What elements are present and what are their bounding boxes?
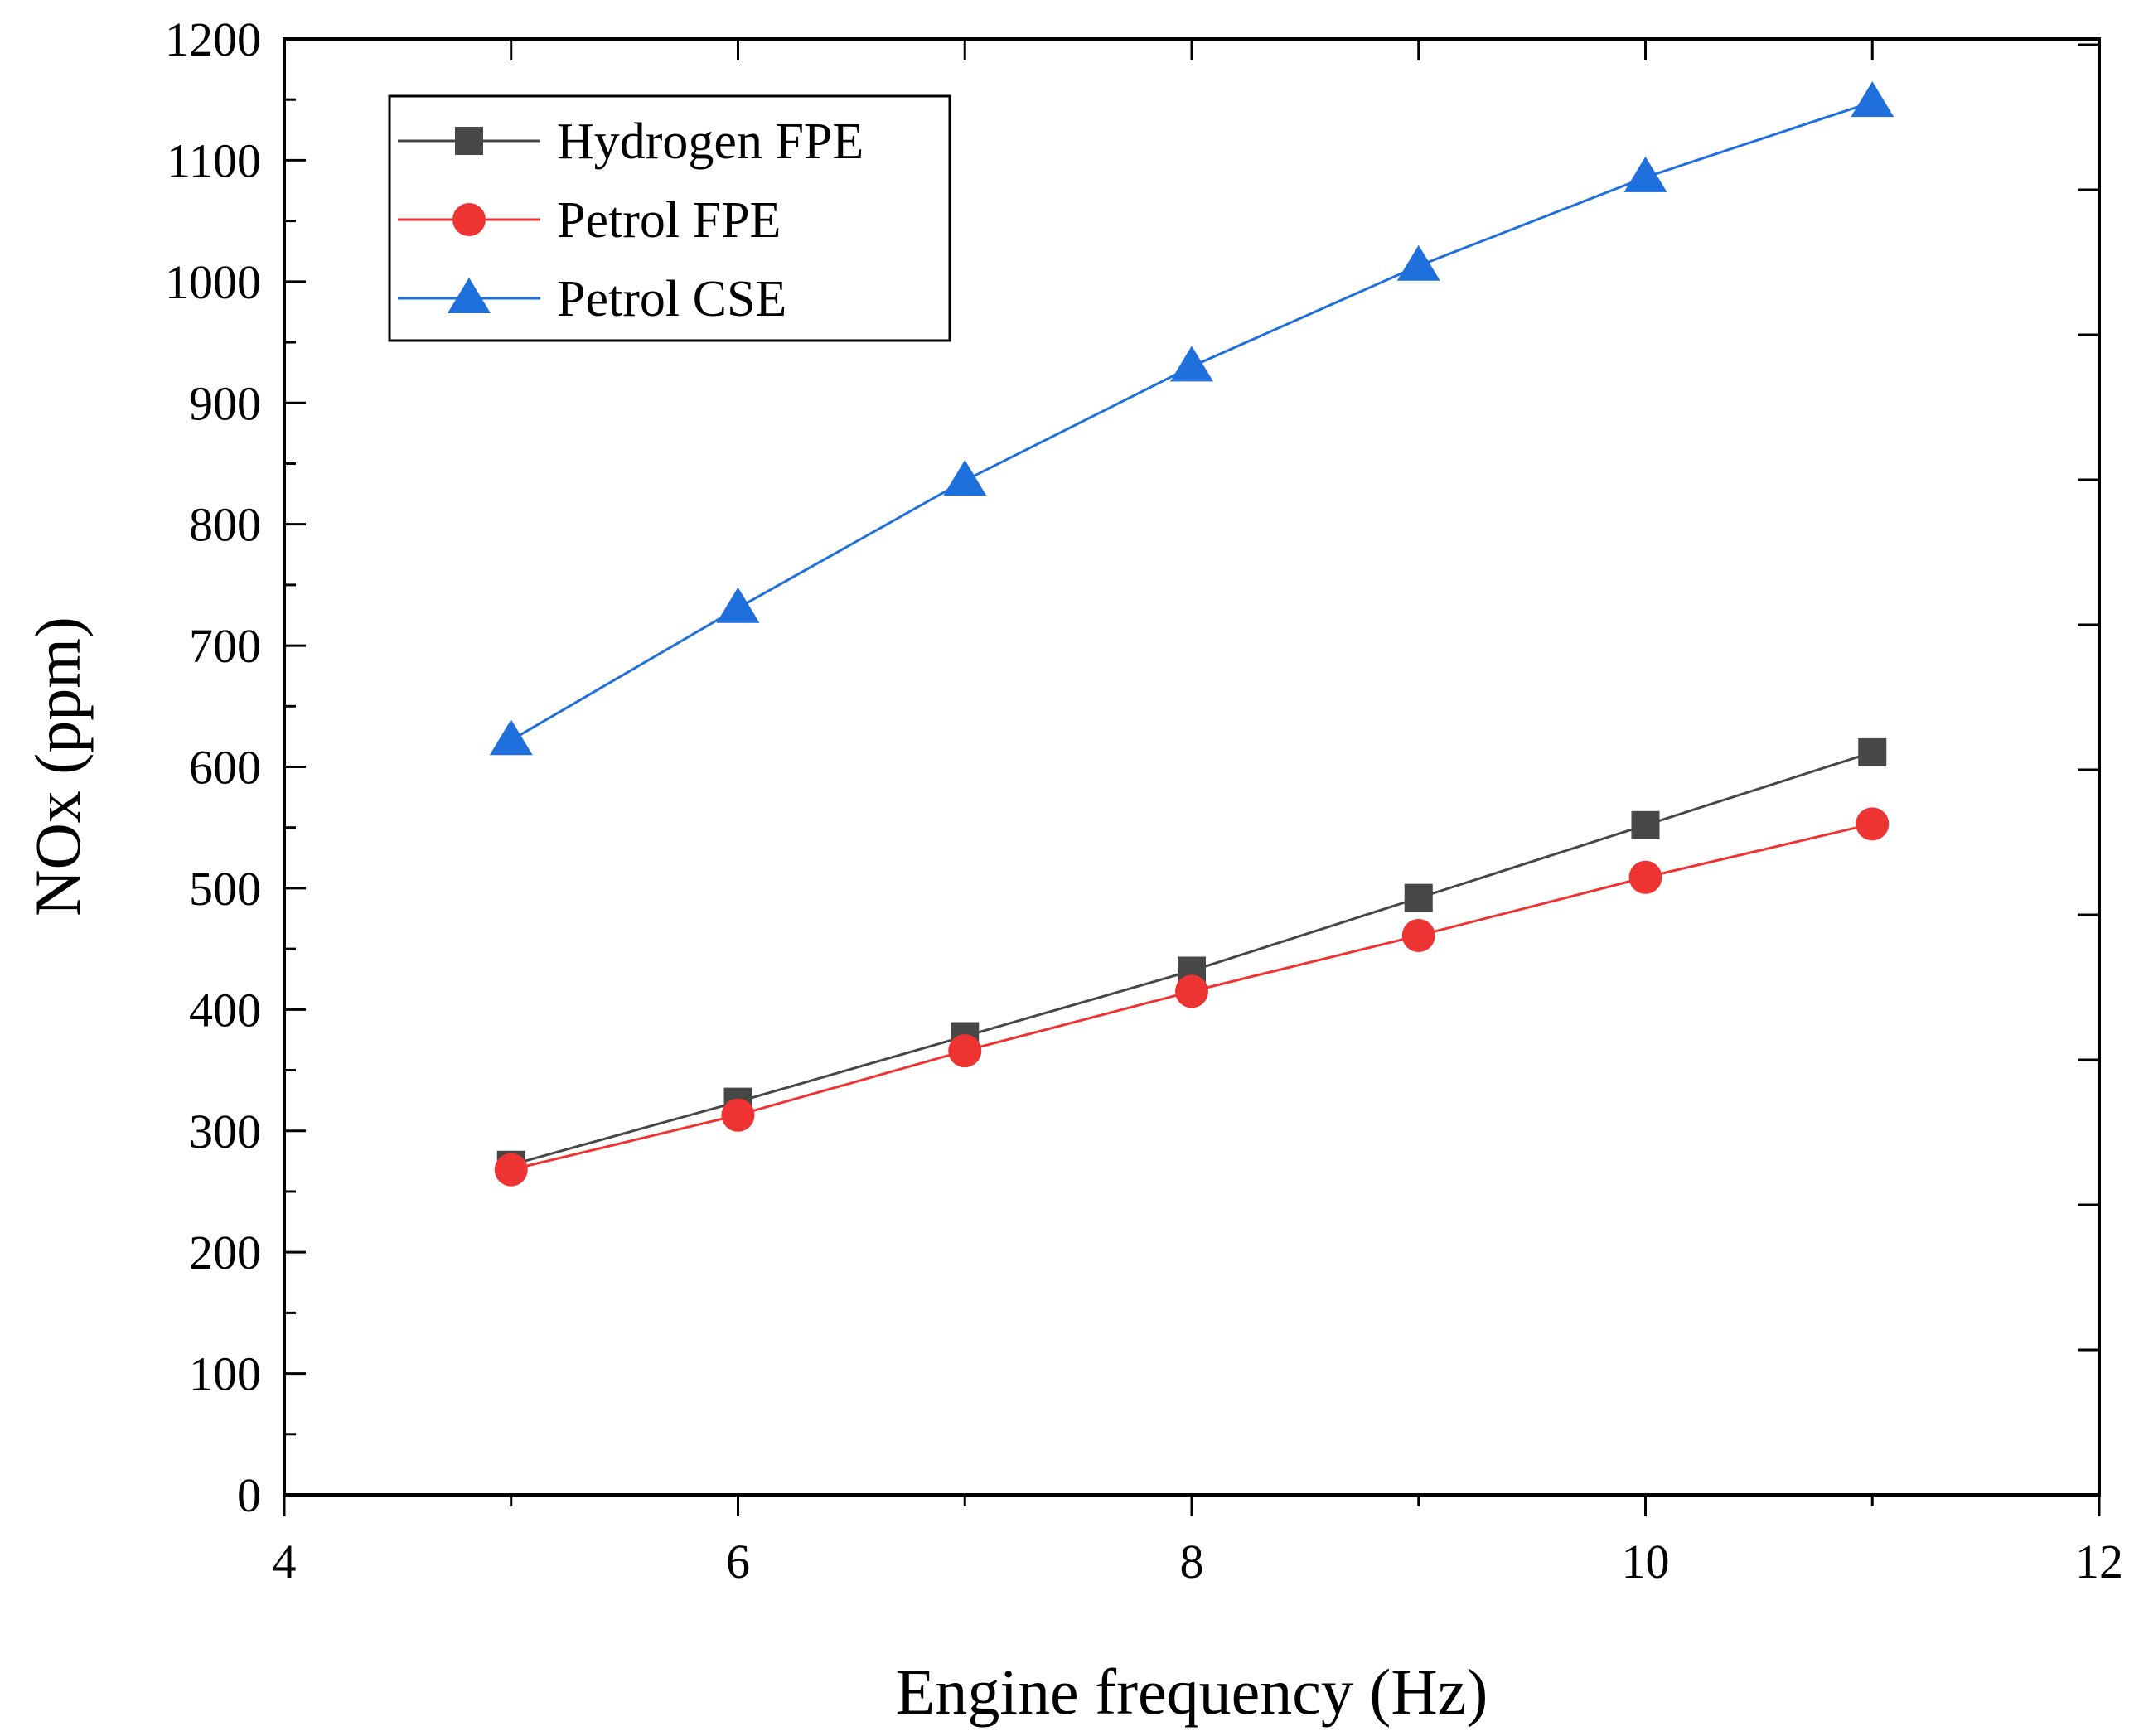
y-tick-label: 100	[189, 1347, 261, 1401]
y-tick-label: 200	[189, 1226, 261, 1279]
y-tick-label: 400	[189, 983, 261, 1037]
data-point	[1170, 346, 1213, 382]
data-point	[1396, 244, 1440, 281]
data-point	[494, 1153, 528, 1187]
series-petrol-fpe	[494, 807, 1890, 1187]
x-tick-label: 4	[273, 1535, 297, 1589]
series-layer	[489, 81, 1894, 1187]
data-point	[948, 1034, 982, 1068]
y-tick-label: 0	[237, 1468, 261, 1522]
data-point	[1858, 737, 1887, 766]
data-point	[1851, 81, 1894, 118]
y-tick-label: 700	[189, 619, 261, 673]
data-point	[489, 719, 533, 756]
data-point	[716, 587, 760, 623]
data-point	[1631, 810, 1660, 839]
y-tick-label: 500	[189, 862, 261, 916]
y-axis-title: NOx (ppm)	[22, 617, 94, 916]
data-point	[943, 459, 987, 496]
x-tick-label: 12	[2075, 1535, 2123, 1589]
data-point	[1623, 156, 1667, 192]
data-point	[1404, 883, 1433, 912]
legend-marker	[452, 203, 486, 236]
y-tick-label: 900	[189, 376, 261, 430]
data-point	[1856, 807, 1890, 841]
data-point	[721, 1098, 755, 1132]
x-tick-label: 8	[1180, 1535, 1204, 1589]
data-point	[1175, 974, 1208, 1008]
x-axis-ticks: 4 6 8 10 12	[273, 39, 2123, 1589]
y-tick-label: 1200	[165, 12, 261, 66]
y-tick-label: 300	[189, 1105, 261, 1158]
data-point	[1628, 860, 1662, 894]
series-petrol-cse	[489, 81, 1894, 756]
x-tick-label: 10	[1622, 1535, 1670, 1589]
y-axis-ticks: 0 100 200 300 400 500 600 700 800 900 1000 1100 1200	[165, 12, 2099, 1522]
legend-marker	[455, 127, 483, 155]
legend-label: Hydrogen FPE	[557, 114, 864, 170]
y-tick-label: 1000	[165, 255, 261, 309]
legend-label: Petrol CSE	[557, 271, 786, 327]
series-hydrogen-fpe	[496, 737, 1887, 1179]
y-tick-label: 1100	[167, 133, 261, 187]
legend-label: Petrol FPE	[557, 192, 781, 249]
y-tick-label: 600	[189, 741, 261, 795]
x-tick-label: 6	[726, 1535, 750, 1589]
y-tick-label: 800	[189, 498, 261, 552]
legend: Hydrogen FPE Petrol FPE Petrol CSE	[388, 94, 951, 342]
legend-marker	[448, 278, 491, 313]
x-axis-title: Engine frequency (Hz)	[896, 1656, 1488, 1728]
data-point	[1401, 919, 1435, 953]
